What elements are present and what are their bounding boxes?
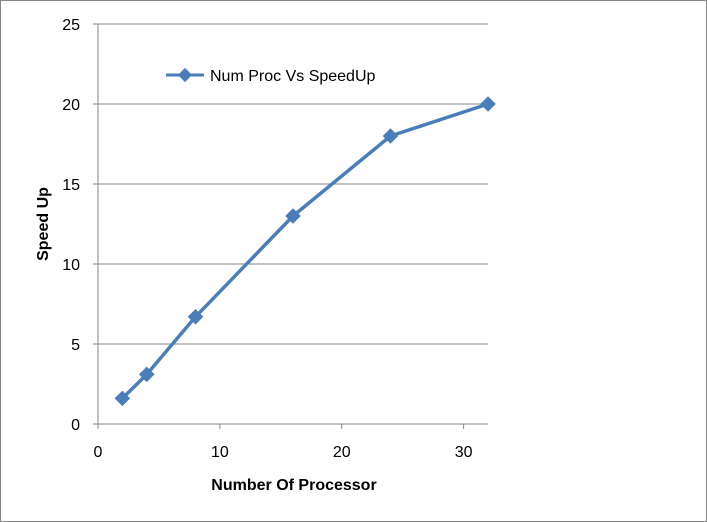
x-tick-label: 20 xyxy=(333,444,351,461)
y-tick-label: 25 xyxy=(62,17,80,34)
y-tick-label: 0 xyxy=(71,417,80,434)
data-point-marker xyxy=(480,96,496,112)
data-point-marker xyxy=(138,366,155,383)
data-point-marker xyxy=(187,309,204,325)
x-axis-title: Number Of Processor xyxy=(211,477,376,494)
y-tick-label: 5 xyxy=(71,337,80,354)
x-tick-label: 10 xyxy=(211,444,229,461)
x-axis-ticks: 0 10 20 30 xyxy=(94,424,473,461)
y-tick-label: 20 xyxy=(62,97,80,114)
gridlines xyxy=(98,23,488,345)
y-axis-ticks: 0 5 10 15 20 25 xyxy=(62,17,98,434)
legend-marker-diamond xyxy=(177,67,193,83)
series-line xyxy=(121,102,489,400)
legend: Num Proc Vs SpeedUp xyxy=(166,67,376,85)
x-tick-label: 0 xyxy=(94,444,103,461)
y-tick-label: 15 xyxy=(62,177,80,194)
data-point-marker xyxy=(382,128,399,144)
series-layer xyxy=(114,96,496,407)
legend-label: Num Proc Vs SpeedUp xyxy=(210,68,376,85)
y-tick-label: 10 xyxy=(62,257,80,274)
data-point-marker xyxy=(285,208,301,224)
y-axis-title: Speed Up xyxy=(35,187,52,261)
x-tick-label: 30 xyxy=(455,444,473,461)
